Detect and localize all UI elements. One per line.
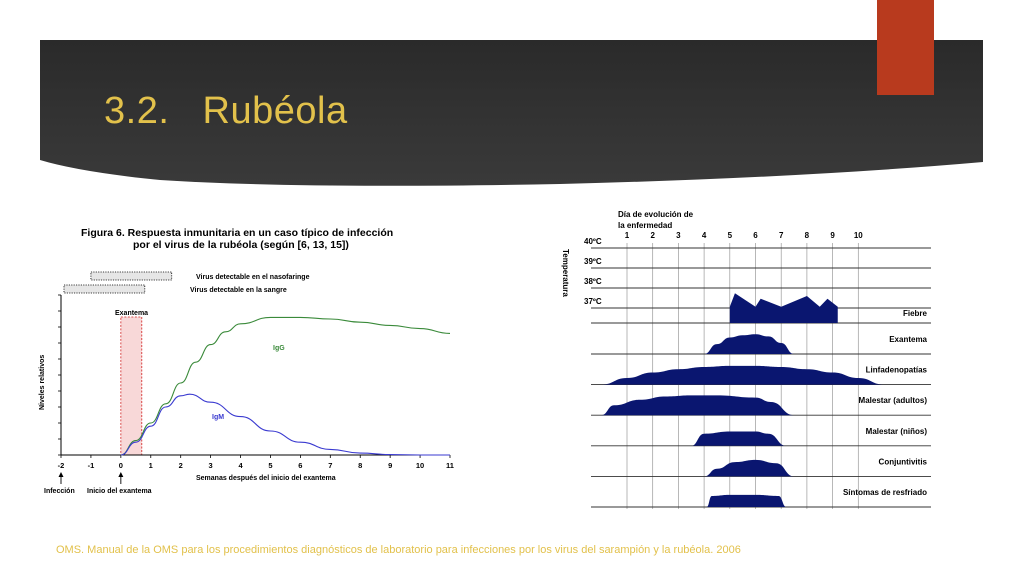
day-label: 10 — [854, 231, 863, 240]
virus-band — [63, 284, 146, 294]
exantema-region — [120, 316, 143, 456]
x-tick-label: 4 — [238, 461, 243, 470]
day-label: 9 — [830, 231, 835, 240]
chart-title: Figura 6. Respuesta inmunitaria en un ca… — [81, 227, 393, 239]
day-label: 5 — [728, 231, 733, 240]
symptom-label: Malestar (adultos) — [859, 396, 928, 405]
annotation-inicio-exantema: Inicio del exantema — [87, 488, 152, 495]
x-tick-label: 7 — [328, 461, 332, 470]
symptom-label: Fiebre — [903, 309, 928, 318]
source-citation: OMS. Manual de la OMS para los procedimi… — [56, 544, 741, 556]
symptom-label: Síntomas de resfriado — [843, 488, 927, 497]
band-label-nasofaringe: Virus detectable en el nasofaringe — [196, 274, 310, 281]
day-axis-title-line1: Día de evolución de — [618, 210, 694, 219]
title-banner — [40, 40, 983, 186]
arrow-head — [58, 472, 64, 477]
series-line-igg — [120, 316, 451, 456]
area-symptom — [691, 431, 787, 446]
accent-tab — [877, 0, 934, 95]
temperature-tick-label: 38ºC — [584, 277, 602, 286]
x-tick-label: 8 — [358, 461, 362, 470]
area-symptom — [601, 365, 884, 385]
x-tick-label: -2 — [58, 461, 65, 470]
symptom-label: Conjuntivitis — [879, 457, 928, 466]
x-tick-label: -1 — [88, 461, 95, 470]
series-line-igm — [120, 393, 450, 456]
series-label-igm: IgM — [212, 414, 224, 421]
virus-band — [90, 271, 173, 281]
y-axis-label: Niveles relativos — [39, 355, 46, 410]
slide-title: 3.2. Rubéola — [104, 90, 348, 132]
day-label: 1 — [625, 231, 630, 240]
banner-shape — [40, 40, 983, 186]
day-label: 8 — [805, 231, 810, 240]
x-tick-label: 1 — [149, 461, 153, 470]
chart-subtitle: por el virus de la rubéola (según [6, 13… — [133, 239, 349, 251]
x-axis-label: Semanas después del inicio del exantema — [196, 475, 336, 482]
annotation-arrows — [58, 472, 124, 484]
x-tick-label: 9 — [388, 461, 392, 470]
day-label: 4 — [702, 231, 707, 240]
temperature-label: Temperatura — [561, 249, 570, 297]
area-symptom — [704, 334, 795, 354]
area-fiebre — [729, 293, 838, 323]
band-label-sangre: Virus detectable en la sangre — [190, 287, 287, 294]
day-label: 2 — [650, 231, 655, 240]
day-label: 7 — [779, 231, 784, 240]
symptom-label: Malestar (niños) — [866, 427, 928, 436]
x-tick-label: 6 — [298, 461, 302, 470]
immune-response-chart: Figura 6. Respuesta inmunitaria en un ca… — [39, 227, 454, 495]
symptom-label: Linfadenopatías — [866, 366, 928, 375]
x-tick-label: 5 — [268, 461, 272, 470]
symptoms-timeline-chart: Día de evolución de la enfermedad Temper… — [561, 210, 931, 509]
exantema-label: Exantema — [115, 310, 148, 317]
annotation-infeccion: Infección — [44, 488, 75, 495]
symptom-label: Exantema — [889, 335, 927, 344]
temperature-tick-label: 37ºC — [584, 297, 602, 306]
area-symptom — [706, 494, 787, 507]
x-tick-label: 11 — [446, 461, 454, 470]
area-symptom — [601, 395, 795, 416]
day-label: 3 — [676, 231, 681, 240]
temperature-tick-label: 40ºC — [584, 237, 602, 246]
x-tick-label: 3 — [209, 461, 213, 470]
area-symptom — [704, 459, 795, 477]
x-tick-label: 10 — [416, 461, 424, 470]
day-axis-title-line2: la enfermedad — [618, 221, 672, 230]
temperature-tick-label: 39ºC — [584, 257, 602, 266]
day-label: 6 — [753, 231, 758, 240]
series-label-igg: IgG — [273, 345, 285, 352]
x-tick-label: 2 — [179, 461, 183, 470]
arrow-head — [118, 472, 124, 477]
x-tick-label: 0 — [119, 461, 123, 470]
